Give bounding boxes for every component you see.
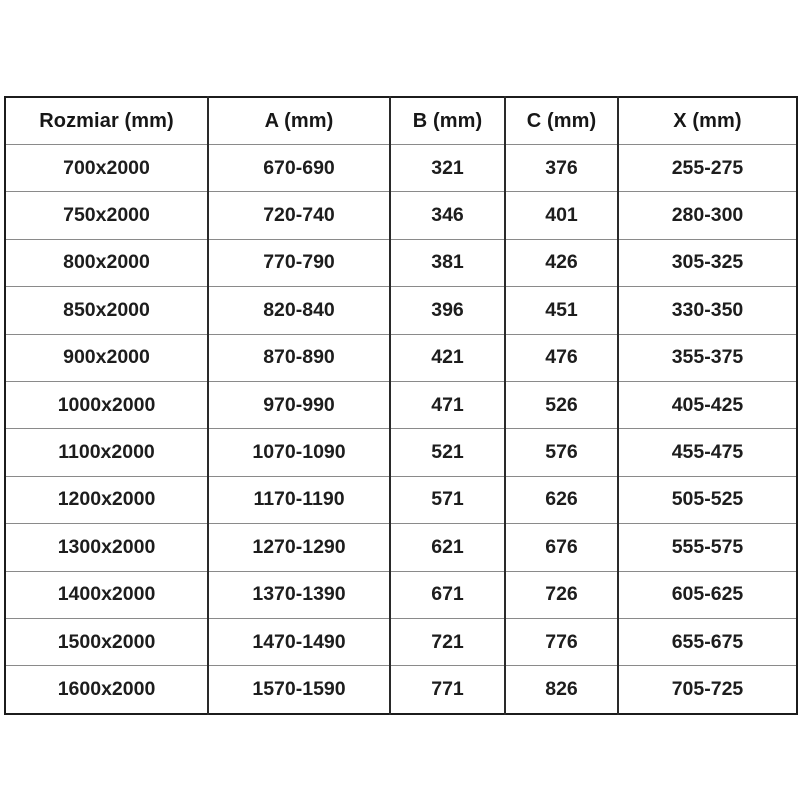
cell-c: 401	[504, 191, 619, 240]
cell-b: 396	[389, 286, 506, 335]
cell-size: 1000x2000	[5, 380, 209, 430]
cell-size: 1300x2000	[5, 523, 209, 572]
cell-a: 1070-1090	[207, 428, 391, 477]
cell-x: 505-525	[617, 475, 797, 525]
cell-a: 820-840	[207, 286, 391, 335]
cell-b: 671	[389, 570, 506, 619]
cell-size: 800x2000	[5, 238, 209, 288]
cell-size: 750x2000	[5, 191, 209, 240]
cell-c: 676	[504, 523, 619, 572]
cell-x: 305-325	[617, 238, 797, 288]
cell-b: 471	[389, 380, 506, 430]
table-row: 1500x2000 1470-1490 721 776 655-675	[5, 617, 797, 667]
cell-b: 381	[389, 238, 506, 288]
table-row: 1100x2000 1070-1090 521 576 455-475	[5, 428, 797, 477]
cell-size: 1500x2000	[5, 617, 209, 667]
cell-c: 376	[504, 143, 619, 193]
cell-a: 1270-1290	[207, 523, 391, 572]
table-header-row: Rozmiar (mm) A (mm) B (mm) C (mm) X (mm)	[5, 97, 797, 145]
table-row: 900x2000 870-890 421 476 355-375	[5, 333, 797, 382]
column-header-c: C (mm)	[504, 97, 619, 145]
column-header-size: Rozmiar (mm)	[5, 97, 209, 145]
cell-a: 1170-1190	[207, 475, 391, 525]
cell-c: 626	[504, 475, 619, 525]
cell-a: 1370-1390	[207, 570, 391, 619]
cell-b: 321	[389, 143, 506, 193]
cell-b: 621	[389, 523, 506, 572]
cell-b: 571	[389, 475, 506, 525]
cell-x: 705-725	[617, 665, 797, 714]
cell-x: 605-625	[617, 570, 797, 619]
cell-x: 255-275	[617, 143, 797, 193]
cell-a: 1570-1590	[207, 665, 391, 714]
cell-size: 1600x2000	[5, 665, 209, 714]
cell-x: 280-300	[617, 191, 797, 240]
cell-a: 970-990	[207, 380, 391, 430]
cell-b: 771	[389, 665, 506, 714]
specification-table: Rozmiar (mm) A (mm) B (mm) C (mm) X (mm)…	[4, 96, 798, 715]
table-row: 850x2000 820-840 396 451 330-350	[5, 286, 797, 335]
table-row: 1600x2000 1570-1590 771 826 705-725	[5, 665, 797, 714]
cell-x: 655-675	[617, 617, 797, 667]
cell-x: 455-475	[617, 428, 797, 477]
cell-c: 726	[504, 570, 619, 619]
cell-b: 346	[389, 191, 506, 240]
cell-c: 451	[504, 286, 619, 335]
cell-size: 900x2000	[5, 333, 209, 382]
cell-c: 476	[504, 333, 619, 382]
cell-x: 355-375	[617, 333, 797, 382]
cell-a: 870-890	[207, 333, 391, 382]
cell-a: 770-790	[207, 238, 391, 288]
cell-size: 850x2000	[5, 286, 209, 335]
cell-a: 1470-1490	[207, 617, 391, 667]
cell-size: 1400x2000	[5, 570, 209, 619]
cell-b: 721	[389, 617, 506, 667]
cell-size: 700x2000	[5, 143, 209, 193]
cell-c: 576	[504, 428, 619, 477]
cell-b: 421	[389, 333, 506, 382]
cell-c: 826	[504, 665, 619, 714]
cell-x: 555-575	[617, 523, 797, 572]
table-row: 750x2000 720-740 346 401 280-300	[5, 191, 797, 240]
column-header-b: B (mm)	[389, 97, 506, 145]
column-header-x: X (mm)	[617, 97, 797, 145]
cell-c: 426	[504, 238, 619, 288]
cell-size: 1200x2000	[5, 475, 209, 525]
table-row: 1200x2000 1170-1190 571 626 505-525	[5, 475, 797, 525]
table-row: 1300x2000 1270-1290 621 676 555-575	[5, 523, 797, 572]
cell-a: 720-740	[207, 191, 391, 240]
cell-a: 670-690	[207, 143, 391, 193]
table-header: Rozmiar (mm) A (mm) B (mm) C (mm) X (mm)	[5, 97, 797, 145]
cell-size: 1100x2000	[5, 428, 209, 477]
table-row: 800x2000 770-790 381 426 305-325	[5, 238, 797, 288]
table-row: 1000x2000 970-990 471 526 405-425	[5, 380, 797, 430]
cell-c: 526	[504, 380, 619, 430]
cell-x: 330-350	[617, 286, 797, 335]
cell-x: 405-425	[617, 380, 797, 430]
table-row: 700x2000 670-690 321 376 255-275	[5, 143, 797, 193]
cell-b: 521	[389, 428, 506, 477]
table-row: 1400x2000 1370-1390 671 726 605-625	[5, 570, 797, 619]
column-header-a: A (mm)	[207, 97, 391, 145]
cell-c: 776	[504, 617, 619, 667]
table-body: 700x2000 670-690 321 376 255-275 750x200…	[5, 143, 797, 714]
